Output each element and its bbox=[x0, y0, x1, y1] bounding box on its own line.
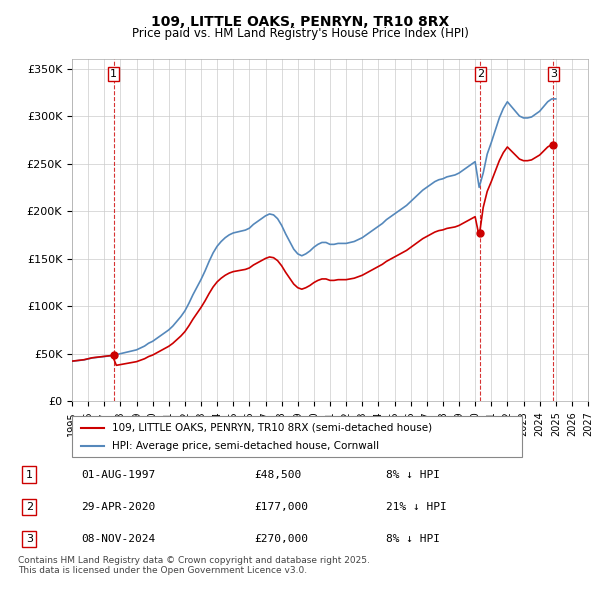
Text: 01-AUG-1997: 01-AUG-1997 bbox=[81, 470, 155, 480]
Text: £177,000: £177,000 bbox=[254, 502, 308, 512]
Text: £270,000: £270,000 bbox=[254, 534, 308, 544]
Text: 3: 3 bbox=[26, 534, 33, 544]
Text: 21% ↓ HPI: 21% ↓ HPI bbox=[386, 502, 447, 512]
Text: HPI: Average price, semi-detached house, Cornwall: HPI: Average price, semi-detached house,… bbox=[113, 441, 380, 451]
Text: 2: 2 bbox=[26, 502, 33, 512]
Text: 109, LITTLE OAKS, PENRYN, TR10 8RX: 109, LITTLE OAKS, PENRYN, TR10 8RX bbox=[151, 15, 449, 29]
Text: 1: 1 bbox=[110, 69, 117, 79]
Text: 109, LITTLE OAKS, PENRYN, TR10 8RX (semi-detached house): 109, LITTLE OAKS, PENRYN, TR10 8RX (semi… bbox=[113, 422, 433, 432]
Text: 1: 1 bbox=[26, 470, 33, 480]
Text: Contains HM Land Registry data © Crown copyright and database right 2025.
This d: Contains HM Land Registry data © Crown c… bbox=[18, 556, 370, 575]
Text: 08-NOV-2024: 08-NOV-2024 bbox=[81, 534, 155, 544]
Text: Price paid vs. HM Land Registry's House Price Index (HPI): Price paid vs. HM Land Registry's House … bbox=[131, 27, 469, 40]
Text: 8% ↓ HPI: 8% ↓ HPI bbox=[386, 534, 440, 544]
Text: £48,500: £48,500 bbox=[254, 470, 301, 480]
Text: 3: 3 bbox=[550, 69, 557, 79]
Text: 8% ↓ HPI: 8% ↓ HPI bbox=[386, 470, 440, 480]
Text: 2: 2 bbox=[477, 69, 484, 79]
FancyBboxPatch shape bbox=[72, 416, 522, 457]
Text: 29-APR-2020: 29-APR-2020 bbox=[81, 502, 155, 512]
